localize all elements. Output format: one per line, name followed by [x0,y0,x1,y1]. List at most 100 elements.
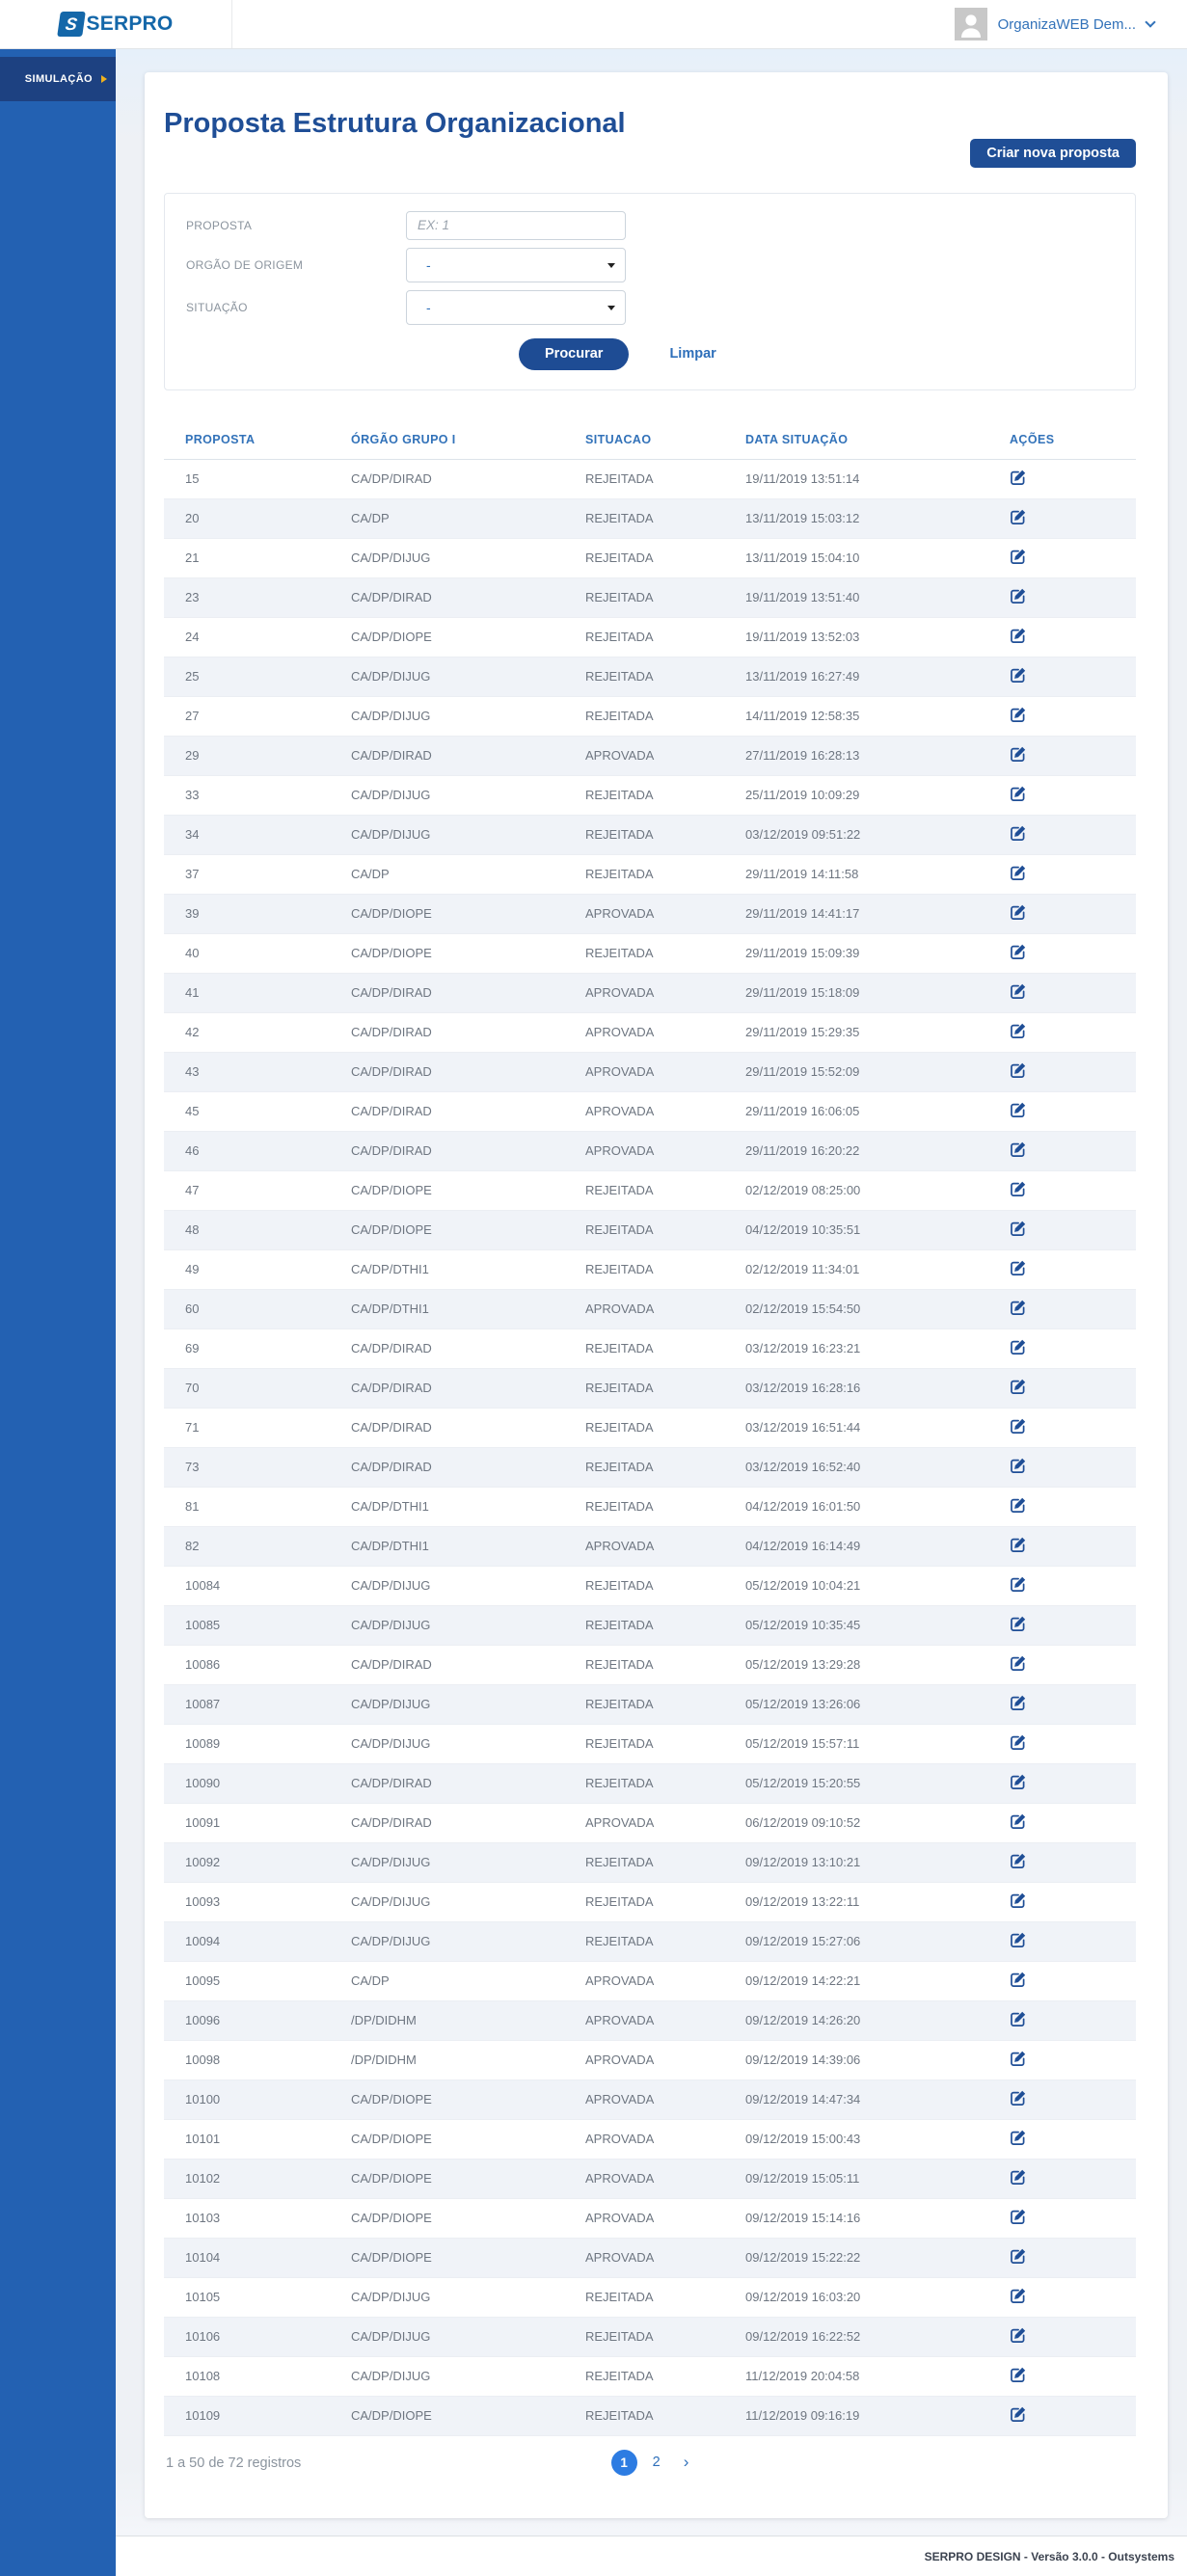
sidebar-item-label: SIMULAÇÃO [24,73,93,85]
edit-icon[interactable] [1010,1852,1027,1869]
edit-icon[interactable] [1010,2050,1027,2067]
proposta-input[interactable] [406,210,626,240]
edit-icon[interactable] [1010,2010,1027,2027]
edit-icon[interactable] [1010,1773,1027,1790]
edit-icon[interactable] [1010,1299,1027,1316]
edit-icon[interactable] [1010,1220,1027,1237]
edit-icon[interactable] [1010,2287,1027,2304]
search-button[interactable]: Procurar [519,337,630,370]
edit-icon[interactable] [1010,2405,1027,2423]
cell-situacao: REJEITADA [564,933,724,974]
edit-icon[interactable] [1010,1101,1027,1118]
cell-proposta: 15 [164,459,330,499]
edit-icon[interactable] [1010,1615,1027,1632]
sidebar-item-simulacao[interactable]: SIMULAÇÃO [0,57,116,101]
cell-data-situacao: 05/12/2019 13:26:06 [724,1684,988,1725]
edit-icon[interactable] [1010,1259,1027,1276]
edit-icon[interactable] [1010,627,1027,644]
table-row: 10108 CA/DP/DIJUG REJEITADA 11/12/2019 2… [164,2356,1136,2397]
edit-icon[interactable] [1010,2168,1027,2186]
cell-proposta: 82 [164,1526,330,1567]
edit-icon[interactable] [1010,508,1027,525]
situacao-select[interactable]: - [406,289,626,325]
cell-acoes [988,1091,1136,1132]
cell-orgao-grupo: CA/DP/DIOPE [330,2080,564,2120]
edit-icon[interactable] [1010,1496,1027,1514]
cell-acoes [988,1684,1136,1725]
edit-icon[interactable] [1010,666,1027,684]
logo[interactable]: S SERPRO [0,0,232,48]
cell-proposta: 10104 [164,2238,330,2278]
edit-icon[interactable] [1010,1378,1027,1395]
cell-situacao: REJEITADA [564,538,724,578]
edit-icon[interactable] [1010,1892,1027,1909]
cell-acoes [988,1210,1136,1250]
edit-icon[interactable] [1010,1931,1027,1948]
edit-icon[interactable] [1010,2247,1027,2265]
page-button-2[interactable]: 2 [652,2455,661,2471]
edit-icon[interactable] [1010,1654,1027,1672]
cell-acoes [988,775,1136,816]
edit-icon[interactable] [1010,864,1027,881]
cell-proposta: 23 [164,577,330,618]
cell-data-situacao: 13/11/2019 15:04:10 [724,538,988,578]
cell-orgao-grupo: CA/DP/DIRAD [330,1803,564,1843]
edit-icon[interactable] [1010,2326,1027,2344]
table-row: 60 CA/DP/DTHI1 APROVADA 02/12/2019 15:54… [164,1289,1136,1329]
chevron-right-icon[interactable]: › [683,2453,689,2472]
table-row: 49 CA/DP/DTHI1 REJEITADA 02/12/2019 11:3… [164,1249,1136,1290]
edit-icon[interactable] [1010,1457,1027,1474]
edit-icon[interactable] [1010,785,1027,802]
edit-icon[interactable] [1010,982,1027,1000]
edit-icon[interactable] [1010,1417,1027,1435]
cell-situacao: REJEITADA [564,1605,724,1646]
page-button-1[interactable]: 1 [610,2449,637,2476]
orgao-origem-select[interactable]: - [406,247,626,282]
edit-icon[interactable] [1010,1733,1027,1751]
user-menu[interactable]: OrganizaWEB Dem... [997,15,1136,33]
cell-orgao-grupo: CA/DP/DIRAD [330,459,564,499]
cell-orgao-grupo: CA/DP/DIRAD [330,1368,564,1409]
edit-icon[interactable] [1010,2366,1027,2383]
edit-icon[interactable] [1010,824,1027,842]
edit-icon[interactable] [1010,1971,1027,1988]
cell-situacao: REJEITADA [564,1921,724,1962]
edit-icon[interactable] [1010,1575,1027,1593]
edit-icon[interactable] [1010,943,1027,960]
edit-icon[interactable] [1010,1061,1027,1079]
edit-icon[interactable] [1010,469,1027,486]
cell-situacao: REJEITADA [564,1328,724,1369]
cell-proposta: 10096 [164,2000,330,2041]
edit-icon[interactable] [1010,706,1027,723]
edit-icon[interactable] [1010,1694,1027,1711]
table-row: 48 CA/DP/DIOPE REJEITADA 04/12/2019 10:3… [164,1210,1136,1250]
edit-icon[interactable] [1010,1022,1027,1039]
edit-icon[interactable] [1010,2089,1027,2106]
cell-proposta: 81 [164,1487,330,1527]
edit-icon[interactable] [1010,2129,1027,2146]
edit-icon[interactable] [1010,1812,1027,1830]
cell-situacao: APROVADA [564,894,724,934]
cell-data-situacao: 11/12/2019 20:04:58 [724,2356,988,2397]
cell-situacao: APROVADA [564,2198,724,2239]
create-proposal-button[interactable]: Criar nova proposta [970,138,1136,168]
edit-icon[interactable] [1010,1536,1027,1553]
edit-icon[interactable] [1010,745,1027,763]
clear-button[interactable]: Limpar [669,346,716,362]
edit-icon[interactable] [1010,903,1027,921]
chevron-down-icon[interactable] [1145,16,1156,28]
cell-acoes [988,459,1136,499]
edit-icon[interactable] [1010,548,1027,565]
edit-icon[interactable] [1010,1180,1027,1197]
cell-proposta: 60 [164,1289,330,1329]
cell-acoes [988,973,1136,1013]
edit-icon[interactable] [1010,587,1027,604]
avatar[interactable] [954,8,987,40]
edit-icon[interactable] [1010,1338,1027,1355]
cell-situacao: REJEITADA [564,1249,724,1290]
edit-icon[interactable] [1010,1140,1027,1158]
filter-control: - [406,247,626,282]
edit-icon[interactable] [1010,2208,1027,2225]
cell-orgao-grupo: CA/DP [330,854,564,895]
table-row: 10098 /DP/DIDHM APROVADA 09/12/2019 14:3… [164,2040,1136,2080]
